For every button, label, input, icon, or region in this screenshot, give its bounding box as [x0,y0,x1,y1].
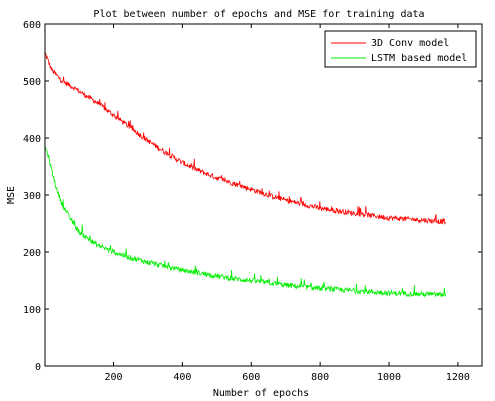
y-axis-label: MSE [6,186,17,204]
legend-label-3d-conv: 3D Conv model [371,38,449,49]
x-tick-label: 200 [104,372,122,383]
y-tick-label: 600 [23,20,41,31]
series-line-lstm [44,143,447,298]
series-line-3d-conv [44,51,447,225]
y-tick-label: 300 [23,191,41,202]
x-tick-label: 600 [242,372,260,383]
y-tick-label: 100 [23,305,41,316]
y-tick-label: 500 [23,77,41,88]
chart-title: Plot between number of epochs and MSE fo… [93,9,424,20]
legend-label-lstm: LSTM based model [371,53,467,64]
x-tick-label: 1200 [446,372,470,383]
series-layer [44,51,447,298]
legend-box [324,30,477,68]
x-tick-label: 1000 [377,372,401,383]
y-tick-label: 400 [23,134,41,145]
x-axis-label: Number of epochs [213,388,309,399]
legend: 3D Conv model LSTM based model [324,30,477,68]
x-tick-label: 400 [173,372,191,383]
tick-layer: 200 400 600 800 1000 1200 0 100 200 300 400 500 600 [23,20,482,383]
x-tick-label: 800 [311,372,329,383]
y-tick-label: 200 [23,248,41,259]
y-tick-label: 0 [35,362,41,373]
